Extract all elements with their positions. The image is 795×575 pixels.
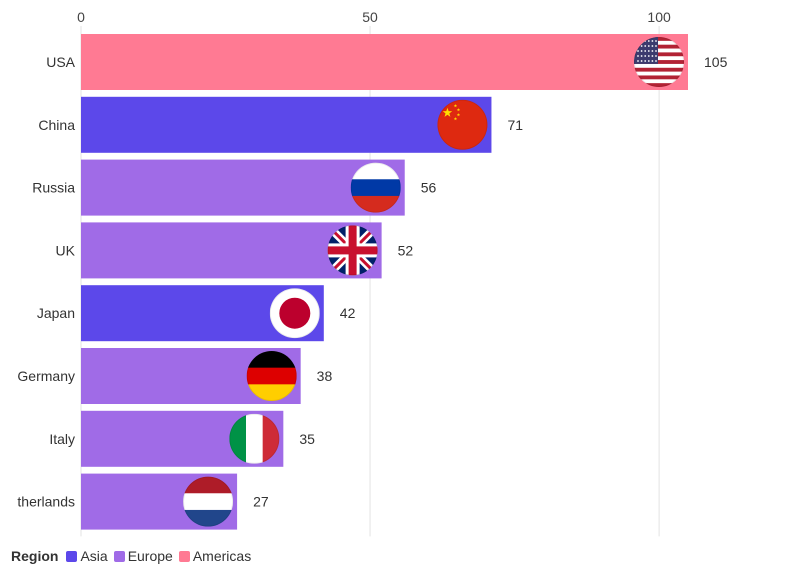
germany-flag-icon [246, 351, 297, 401]
value-label-therlands: 27 [253, 494, 269, 510]
italy-flag-icon [229, 413, 280, 464]
category-label-italy: Italy [49, 431, 75, 447]
category-label-china: China [38, 117, 75, 133]
category-label-germany: Germany [17, 368, 75, 384]
bar-group-china: China 71 [38, 96, 523, 153]
china-flag-icon [437, 99, 488, 150]
legend-label-europe: Europe [127, 548, 173, 564]
legend: Region Asia Europe Americas [11, 546, 257, 566]
bar-group-italy: Italy 35 [49, 410, 315, 467]
usa-flag-icon [634, 37, 684, 87]
value-label-russia: 56 [421, 180, 437, 196]
x-axis-ticks: 0 50 100 [77, 9, 671, 25]
bar-group-uk: UK 52 [56, 222, 414, 279]
legend-item-americas[interactable]: Americas [178, 548, 252, 564]
japan-flag-icon [269, 288, 320, 339]
legend-label-asia: Asia [80, 548, 108, 564]
value-label-uk: 52 [398, 242, 414, 258]
bar-group-therlands: therlands 27 [17, 473, 269, 530]
x-tick-label-50: 50 [362, 9, 378, 25]
legend-item-europe[interactable]: Europe [113, 548, 173, 564]
bar-group-japan: Japan 42 [37, 285, 356, 342]
netherlands-flag-icon [183, 476, 234, 527]
value-label-china: 71 [507, 117, 523, 133]
bar-group-russia: Russia 56 [32, 159, 437, 216]
bars: USA 105 China 71 Russia 56 UK 52 Japan 42 Germany 3… [17, 34, 728, 530]
legend-item-asia[interactable]: Asia [66, 548, 108, 564]
legend-title: Region [11, 548, 59, 564]
category-label-uk: UK [56, 242, 76, 258]
legend-swatch-asia [66, 550, 78, 562]
legend-swatch-europe [113, 550, 125, 562]
russia-flag-icon [350, 162, 401, 213]
category-label-japan: Japan [37, 305, 75, 321]
bar-chart: 0 50 100 USA 105 China 71 Russia 56 UK 52 Japan 42 G… [17, 9, 728, 537]
legend-label-americas: Americas [192, 548, 252, 564]
value-label-japan: 42 [340, 305, 356, 321]
x-tick-label-100: 100 [647, 9, 671, 25]
bar-group-usa: USA 105 [46, 34, 728, 90]
value-label-germany: 38 [317, 368, 333, 384]
bar-china[interactable] [81, 96, 492, 153]
category-label-usa: USA [46, 54, 75, 70]
value-label-italy: 35 [299, 431, 315, 447]
category-label-therlands: therlands [17, 494, 75, 510]
bar-usa[interactable] [81, 34, 688, 90]
legend-swatch-americas [178, 550, 190, 562]
x-tick-label-0: 0 [77, 9, 85, 25]
value-label-usa: 105 [704, 54, 728, 70]
category-label-russia: Russia [32, 180, 75, 196]
bar-group-germany: Germany 38 [17, 348, 332, 404]
uk-flag-icon [327, 225, 378, 276]
